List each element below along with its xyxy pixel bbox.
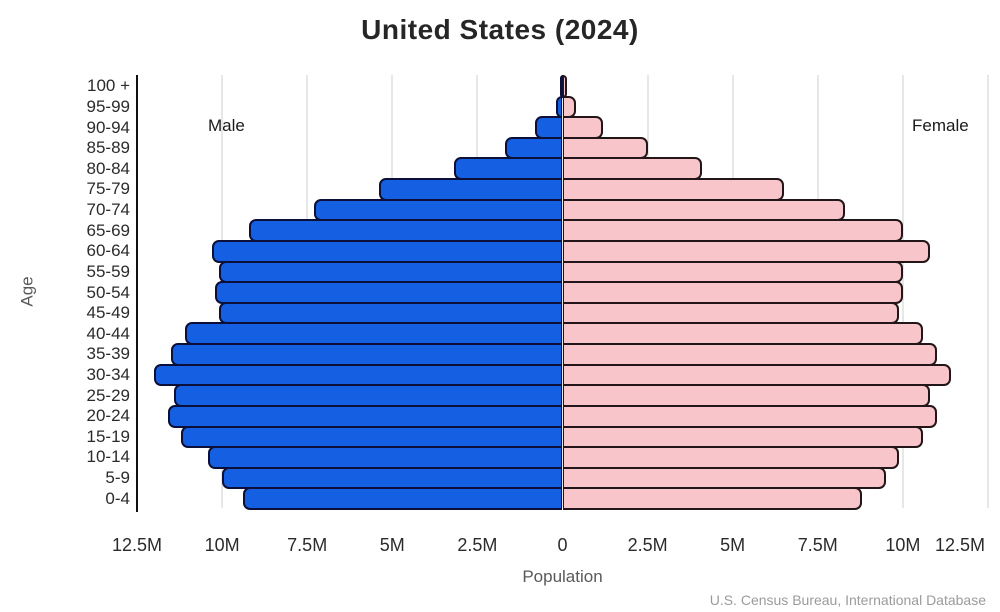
female-bar-90-94	[562, 116, 604, 139]
x-tick-label: 0	[557, 535, 568, 555]
y-tick-label: 30-34	[86, 364, 130, 384]
male-bar-95-99	[555, 95, 563, 119]
gridline	[901, 75, 904, 508]
male-bar-90-94	[535, 116, 563, 139]
male-bar-80-84	[453, 157, 563, 181]
female-bar-80-84	[562, 157, 703, 181]
x-tick-label: 10M	[885, 535, 921, 555]
male-bar-75-79	[378, 178, 563, 201]
male-bar-70-74	[314, 198, 563, 222]
x-tick-label: 5M	[379, 535, 405, 555]
x-axis-title: Population	[522, 567, 603, 586]
male-bar-35-39	[171, 343, 563, 366]
female-bar-40-44	[562, 322, 924, 346]
female-bar-65-69	[562, 219, 903, 242]
y-tick-label: 45-49	[86, 303, 130, 323]
y-tick-label: 20-24	[86, 406, 130, 426]
male-bar-50-54	[215, 281, 563, 304]
female-bar-60-64	[562, 239, 931, 263]
male-bar-55-59	[218, 260, 563, 284]
female-bar-5-9	[562, 466, 886, 490]
y-tick-label: 70-74	[86, 200, 130, 220]
male-bar-0-4	[242, 487, 563, 510]
female-bar-55-59	[562, 260, 903, 284]
y-tick-label: 15-19	[86, 426, 130, 446]
x-tick-label: 10M	[204, 535, 240, 555]
x-tick-label: 7.5M	[287, 535, 328, 555]
y-tick-label: 65-69	[86, 220, 130, 240]
female-bar-100 +	[562, 75, 567, 98]
female-bar-70-74	[562, 198, 846, 222]
male-bar-85-89	[504, 136, 563, 160]
y-tick-label: 75-79	[86, 179, 130, 199]
x-tick-label: 12.5M	[111, 535, 163, 555]
y-tick-label: 90-94	[86, 117, 130, 137]
female-bar-0-4	[562, 487, 863, 510]
female-bar-30-34	[562, 363, 951, 387]
x-tick-label: 7.5M	[797, 535, 838, 555]
female-bar-15-19	[562, 425, 924, 449]
female-bar-85-89	[562, 136, 648, 160]
y-tick-label: 10-14	[86, 447, 130, 467]
female-bar-50-54	[562, 281, 903, 304]
male-bar-25-29	[174, 384, 563, 407]
female-bar-25-29	[562, 384, 931, 407]
y-tick-label: 60-64	[86, 241, 130, 261]
female-bar-10-14	[562, 446, 900, 469]
x-tick-label: 12.5M	[934, 535, 986, 555]
female-series-label: Female	[912, 116, 969, 135]
female-bar-20-24	[562, 404, 937, 428]
male-bar-30-34	[154, 363, 563, 387]
y-tick-label: 85-89	[86, 138, 130, 158]
male-bar-60-64	[211, 239, 563, 263]
y-tick-label: 0-4	[105, 488, 130, 508]
male-bar-10-14	[208, 446, 563, 469]
y-tick-label: 80-84	[86, 158, 130, 178]
y-tick-label: 40-44	[86, 323, 130, 343]
male-bar-5-9	[222, 466, 563, 490]
y-axis-title: Age	[17, 276, 37, 307]
male-bar-65-69	[249, 219, 563, 242]
y-tick-label: 5-9	[105, 468, 130, 488]
male-bar-45-49	[218, 301, 563, 325]
source-attribution: U.S. Census Bureau, International Databa…	[709, 592, 986, 608]
male-bar-40-44	[184, 322, 563, 346]
x-tick-label: 5M	[720, 535, 746, 555]
male-series-label: Male	[208, 116, 245, 135]
y-tick-label: 95-99	[86, 96, 130, 116]
chart-title: United States (2024)	[361, 14, 639, 45]
female-bar-95-99	[562, 95, 577, 119]
male-bar-15-19	[181, 425, 563, 449]
y-axis-line	[136, 75, 138, 512]
gridline	[987, 75, 989, 508]
y-tick-label: 55-59	[86, 261, 130, 281]
y-tick-label: 25-29	[86, 385, 130, 405]
y-tick-label: 50-54	[86, 282, 130, 302]
x-tick-label: 2.5M	[457, 535, 498, 555]
y-tick-label: 35-39	[86, 344, 130, 364]
female-bar-35-39	[562, 343, 937, 366]
female-bar-45-49	[562, 301, 900, 325]
x-tick-label: 2.5M	[627, 535, 668, 555]
y-tick-label: 100 +	[86, 76, 130, 96]
female-bar-75-79	[562, 178, 784, 201]
male-bar-20-24	[167, 404, 563, 428]
